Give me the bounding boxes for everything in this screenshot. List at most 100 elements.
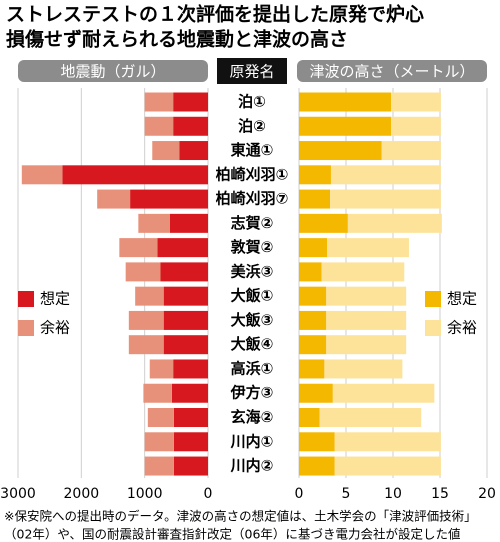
legend-label: 想定 (40, 290, 70, 308)
category-label: 大飯① (231, 287, 274, 305)
right-header: 津波の高さ（メートル） (309, 63, 474, 81)
bar-segment (334, 456, 441, 476)
bar-segment (128, 310, 164, 330)
bar-segment (330, 189, 441, 209)
category-label: 美浜③ (231, 262, 274, 280)
bar-segment (381, 141, 441, 161)
bar-segment (149, 359, 174, 379)
bar-segment (324, 359, 403, 379)
bar-segment (21, 165, 63, 185)
category-label: 川内② (230, 457, 274, 475)
bar-segment (299, 335, 327, 355)
bar-segment (299, 432, 335, 452)
chart-title: 損傷せず耐えられる地震動と津波の高さ (6, 28, 348, 51)
legend-swatch (18, 320, 34, 336)
bar-segment (163, 310, 208, 330)
bar-segment (334, 432, 441, 452)
bar-segment (326, 286, 407, 306)
bar-segment (163, 286, 208, 306)
bar-segment (179, 141, 208, 161)
x-tick-label: 10 (384, 486, 402, 502)
bar-segment (299, 213, 348, 233)
bar-segment (143, 383, 172, 403)
bar-segment (299, 408, 320, 428)
bar-segment (299, 165, 331, 185)
category-label: 泊① (238, 93, 266, 111)
footnote: （02年）や、国の耐震設計審査指針改定（06年）に基づき電力会社が設定した値 (4, 527, 460, 542)
category-label: 大飯③ (231, 311, 274, 329)
header-box (217, 58, 287, 84)
bar-segment (327, 238, 409, 258)
bar-segment (299, 238, 328, 258)
bar-segment (299, 383, 333, 403)
bar-segment (391, 116, 441, 136)
bar-segment (163, 335, 208, 355)
bar-segment (97, 189, 131, 209)
bar-segment (173, 92, 208, 112)
bar-segment (299, 92, 392, 112)
bar-segment (62, 165, 209, 185)
bar-segment (326, 310, 407, 330)
bar-segment (299, 141, 382, 161)
bar-segment (135, 286, 164, 306)
x-tick-label: 20 (478, 486, 496, 502)
chart-title: ストレステストの１次評価を提出した原発で炉心 (6, 3, 424, 26)
bar-segment (299, 189, 331, 209)
x-tick-label: 0 (204, 486, 213, 502)
bar-segment (128, 335, 164, 355)
header-band (297, 60, 487, 82)
legend-swatch (425, 320, 441, 336)
header-band (18, 60, 208, 82)
x-tick-label: 1000 (127, 486, 163, 502)
bar-segment (173, 116, 208, 136)
bar-segment (321, 262, 405, 282)
bar-segment (319, 408, 422, 428)
bar-segment (299, 359, 325, 379)
bar-segment (170, 213, 208, 233)
bar-segment (144, 92, 174, 112)
bar-segment (173, 432, 208, 452)
category-label: 高浜① (231, 359, 274, 377)
category-label: 東通① (231, 141, 274, 159)
category-header: 原発名 (229, 63, 274, 81)
category-label: 柏崎刈羽⑦ (216, 190, 289, 208)
bar-segment (330, 165, 441, 185)
bar-segment (347, 213, 442, 233)
footnote: ※保安院への提出時のデータ。津波の高さの想定値は、土木学会の「津波評価技術」 (4, 509, 477, 524)
x-tick-label: 0 (295, 486, 304, 502)
bar-segment (130, 189, 208, 209)
bar-segment (119, 238, 158, 258)
category-label: 敦賀② (231, 238, 274, 256)
category-label: 柏崎刈羽① (216, 165, 289, 183)
legend-swatch (425, 291, 441, 307)
legend-swatch (18, 291, 34, 307)
bar-segment (125, 262, 161, 282)
bar-segment (391, 92, 441, 112)
bar-segment (160, 262, 208, 282)
category-label: 志賀② (231, 214, 274, 232)
bar-segment (299, 456, 335, 476)
legend-label: 余裕 (40, 319, 70, 337)
legend-label: 余裕 (447, 319, 477, 337)
bar-segment (299, 286, 327, 306)
category-label: 川内① (230, 432, 274, 450)
bar-segment (332, 383, 435, 403)
category-label: 玄海② (231, 408, 274, 426)
bar-segment (147, 408, 174, 428)
bar-segment (152, 141, 180, 161)
left-header: 地震動（ガル） (60, 63, 165, 81)
x-tick-label: 5 (342, 486, 351, 502)
bar-segment (144, 456, 174, 476)
bar-segment (173, 359, 208, 379)
bar-segment (299, 262, 322, 282)
x-tick-label: 2000 (64, 486, 100, 502)
bar-segment (326, 335, 407, 355)
bar-segment (173, 408, 208, 428)
bar-segment (299, 310, 327, 330)
category-label: 伊方③ (230, 384, 274, 402)
bar-segment (173, 456, 208, 476)
category-label: 泊② (238, 117, 266, 135)
legend-label: 想定 (447, 290, 477, 308)
bar-segment (144, 116, 174, 136)
